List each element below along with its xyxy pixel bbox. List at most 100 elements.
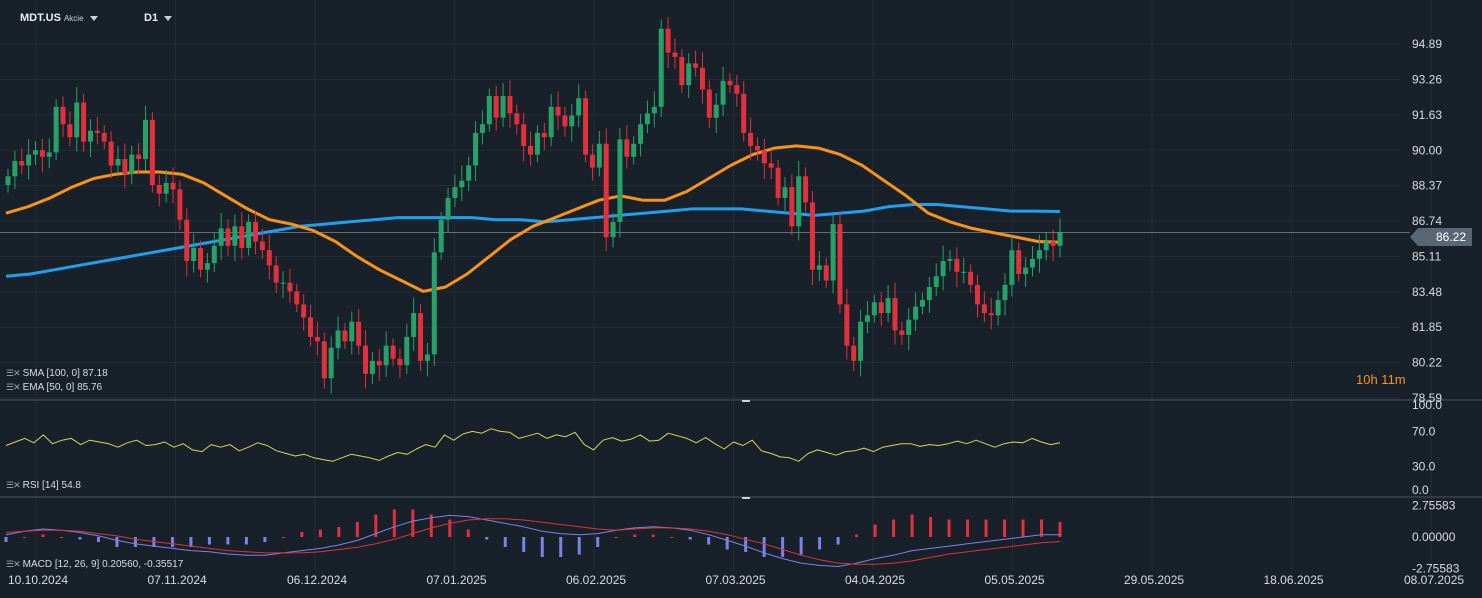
price-tick-label: 90.00 bbox=[1412, 143, 1442, 157]
candle-body bbox=[94, 130, 100, 133]
candle-body bbox=[754, 145, 760, 151]
macd-histogram-bar bbox=[96, 537, 100, 542]
candle-body bbox=[541, 132, 547, 138]
candle-body bbox=[603, 143, 609, 238]
sma-legend[interactable]: ☰✕ SMA [100, 0] 87.18 bbox=[6, 368, 108, 379]
candle-body bbox=[1050, 241, 1056, 246]
candle-body bbox=[631, 143, 637, 157]
candle-body bbox=[246, 221, 252, 248]
candle-body bbox=[686, 63, 692, 86]
macd-histogram-bar bbox=[836, 537, 840, 545]
candle-body bbox=[445, 198, 451, 220]
settings-icon[interactable]: ☰✕ bbox=[6, 480, 21, 490]
settings-icon[interactable]: ☰✕ bbox=[6, 368, 21, 378]
candle-body bbox=[459, 180, 465, 188]
candle-body bbox=[782, 187, 788, 199]
candle-body bbox=[644, 113, 650, 125]
candle-body bbox=[624, 139, 630, 157]
macd-panel bbox=[4, 509, 1062, 567]
sma-label: SMA [100, 0] 87.18 bbox=[22, 368, 108, 379]
rsi-line bbox=[5, 428, 1061, 462]
candle-body bbox=[129, 154, 135, 175]
candle-body bbox=[899, 330, 905, 335]
symbol-label: MDT.US bbox=[20, 12, 61, 24]
macd-histogram-bar bbox=[984, 519, 988, 537]
candle-body bbox=[864, 315, 870, 322]
candle-body bbox=[1043, 241, 1049, 251]
candle-body bbox=[816, 265, 822, 270]
price-tick-label: 83.48 bbox=[1412, 285, 1442, 299]
candle-body bbox=[149, 119, 155, 186]
candle-body bbox=[218, 228, 224, 246]
macd-legend[interactable]: ☰✕ MACD [12, 26, 9] 0.20560, -0.35517 bbox=[6, 559, 183, 570]
candle-body bbox=[1016, 250, 1022, 275]
rsi-legend[interactable]: ☰✕ RSI [14] 54.8 bbox=[6, 480, 81, 491]
candle-body bbox=[19, 161, 25, 166]
chevron-down-icon bbox=[89, 15, 98, 21]
candle-body bbox=[273, 265, 279, 283]
candle-body bbox=[823, 265, 829, 281]
candle-body bbox=[5, 176, 11, 186]
candle-body bbox=[335, 330, 341, 348]
candle-body bbox=[349, 321, 355, 342]
panel-resize-handle bbox=[742, 400, 750, 402]
date-tick-label: 29.05.2025 bbox=[1124, 573, 1184, 587]
candle-body bbox=[995, 300, 1001, 316]
candle-body bbox=[706, 89, 712, 118]
timeframe-selector[interactable]: D1 bbox=[144, 12, 173, 24]
candle-body bbox=[514, 113, 520, 125]
candlesticks bbox=[5, 17, 1063, 394]
macd-histogram-bar bbox=[115, 537, 119, 547]
timeframe-label: D1 bbox=[144, 12, 159, 24]
signal-path bbox=[5, 518, 1061, 565]
macd-histogram-bar bbox=[966, 519, 970, 537]
macd-tick-label: -2.75583 bbox=[1412, 561, 1460, 575]
candle-body bbox=[699, 67, 705, 90]
macd-histogram-bar bbox=[429, 514, 433, 537]
candle-body bbox=[858, 321, 864, 361]
macd-histogram-bar bbox=[300, 532, 304, 537]
macd-histogram-bar bbox=[651, 534, 655, 537]
candle-body bbox=[693, 63, 699, 68]
candle-body bbox=[211, 245, 217, 264]
rsi-path bbox=[5, 428, 1061, 462]
candle-body bbox=[397, 358, 403, 366]
candle-body bbox=[390, 345, 396, 359]
macd-histogram-bar bbox=[374, 514, 378, 537]
macd-histogram-bar bbox=[929, 517, 933, 537]
candle-body bbox=[1023, 267, 1029, 275]
macd-histogram-bar bbox=[873, 524, 877, 537]
candle-body bbox=[280, 282, 286, 284]
candle-body bbox=[473, 132, 479, 166]
candle-body bbox=[713, 104, 719, 118]
candle-body bbox=[424, 354, 430, 361]
macd-histogram-bar bbox=[799, 537, 803, 555]
panel-resize-handle bbox=[742, 497, 750, 499]
settings-icon[interactable]: ☰✕ bbox=[6, 382, 21, 392]
candle-body bbox=[239, 226, 245, 248]
candle-body bbox=[404, 336, 410, 366]
symbol-selector[interactable]: MDT.US Akcie bbox=[20, 12, 98, 24]
macd-tick-label: 0.00000 bbox=[1412, 530, 1456, 544]
ema-legend[interactable]: ☰✕ EMA [50, 0] 85.76 bbox=[6, 382, 102, 393]
settings-icon[interactable]: ☰✕ bbox=[6, 559, 21, 569]
price-tick-label: 91.63 bbox=[1412, 108, 1442, 122]
candle-body bbox=[466, 165, 472, 181]
macd-histogram-bar bbox=[596, 537, 600, 547]
macd-histogram-bar bbox=[725, 537, 729, 550]
macd-histogram-bar bbox=[910, 514, 914, 537]
candle-body bbox=[926, 287, 932, 301]
candle-body bbox=[981, 304, 987, 314]
candle-body bbox=[906, 319, 912, 335]
date-tick-label: 07.01.2025 bbox=[427, 573, 487, 587]
price-tick-label: 81.85 bbox=[1412, 320, 1442, 334]
macd-histogram-bar bbox=[244, 537, 248, 545]
candle-body bbox=[521, 124, 527, 146]
candle-body bbox=[748, 132, 754, 146]
candle-body bbox=[431, 252, 437, 355]
candle-body bbox=[198, 247, 204, 270]
current-price-tag: 86.22 bbox=[1410, 228, 1472, 246]
date-tick-label: 18.06.2025 bbox=[1264, 573, 1324, 587]
rsi-tick-label: 0.0 bbox=[1412, 483, 1429, 497]
